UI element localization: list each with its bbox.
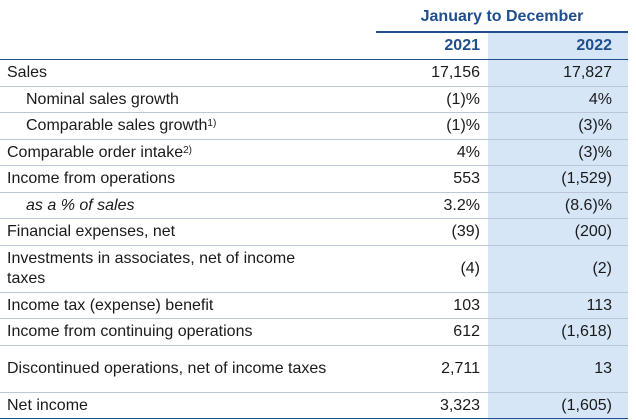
value-2022: 4% bbox=[588, 90, 612, 108]
value-2021: 4% bbox=[456, 143, 480, 161]
value-2021: 103 bbox=[453, 296, 480, 314]
value-2022: (1,605) bbox=[561, 396, 612, 414]
table-row-as-percent-of-sales: as a % of sales 3.2% (8.6)% bbox=[0, 193, 628, 219]
value-2022: (2) bbox=[592, 260, 612, 277]
value-2021: 17,156 bbox=[431, 64, 480, 81]
table-row-nominal-sales-growth: Nominal sales growth (1)% 4% bbox=[0, 87, 628, 113]
value-2021: 3,323 bbox=[439, 396, 480, 414]
value-2021: 553 bbox=[453, 170, 480, 187]
table-row-income-from-operations: Income from operations 553 (1,529) bbox=[0, 166, 628, 193]
value-2022: 17,827 bbox=[563, 64, 612, 81]
table-row-financial-expenses: Financial expenses, net (39) (200) bbox=[0, 219, 628, 246]
value-2021: (4) bbox=[460, 260, 480, 277]
table-row-comparable-sales-growth: Comparable sales growth 1) (1)% (3)% bbox=[0, 113, 628, 140]
row-label: Discontinued operations, net of income t… bbox=[7, 360, 327, 377]
row-label: Net income bbox=[7, 396, 88, 414]
year-2022-column-highlight bbox=[488, 31, 628, 420]
row-label: Nominal sales growth bbox=[26, 90, 179, 108]
row-label: Sales bbox=[7, 64, 48, 81]
value-2021: (1)% bbox=[446, 90, 480, 108]
row-label: Investments in associates, net of income… bbox=[7, 250, 296, 287]
value-2022: (3)% bbox=[578, 117, 612, 134]
table-row-investments-in-associates: Investments in associates, net of income… bbox=[0, 246, 628, 293]
value-2022: (200) bbox=[574, 223, 612, 240]
table-row-income-tax: Income tax (expense) benefit 103 113 bbox=[0, 293, 628, 319]
row-label: Comparable order intake 2) bbox=[7, 143, 192, 161]
table-row-discontinued-operations: Discontinued operations, net of income t… bbox=[0, 346, 628, 393]
row-label: as a % of sales bbox=[26, 196, 135, 214]
group-header-rule bbox=[376, 31, 628, 33]
value-2021: 612 bbox=[453, 323, 480, 340]
table-row-comparable-order-intake: Comparable order intake 2) 4% (3)% bbox=[0, 140, 628, 166]
value-2021: 2,711 bbox=[441, 360, 480, 377]
value-2022: (3)% bbox=[578, 143, 612, 161]
year-2021-header: 2021 bbox=[444, 37, 480, 54]
year-2022-header: 2022 bbox=[576, 37, 612, 54]
value-2022: 113 bbox=[586, 296, 612, 314]
value-2022: 13 bbox=[594, 360, 612, 377]
table-row-sales: Sales 17,156 17,827 bbox=[0, 60, 628, 87]
value-2022: (8.6)% bbox=[564, 196, 612, 214]
row-label: Income tax (expense) benefit bbox=[7, 296, 214, 314]
value-2021: (39) bbox=[451, 223, 480, 240]
value-2022: (1,618) bbox=[561, 323, 612, 340]
table-row-net-income: Net income 3,323 (1,605) bbox=[0, 393, 628, 419]
row-label: Comparable sales growth 1) bbox=[26, 117, 217, 134]
value-2021: 3.2% bbox=[443, 196, 480, 214]
period-group-header: January to December bbox=[420, 8, 584, 25]
table-row-income-from-continuing-operations: Income from continuing operations 612 (1… bbox=[0, 319, 628, 346]
row-label: Income from continuing operations bbox=[7, 323, 253, 340]
row-label: Income from operations bbox=[7, 170, 176, 187]
header-rule bbox=[0, 59, 628, 60]
value-2021: (1)% bbox=[446, 117, 480, 134]
value-2022: (1,529) bbox=[561, 170, 612, 187]
row-label: Financial expenses, net bbox=[7, 223, 176, 240]
